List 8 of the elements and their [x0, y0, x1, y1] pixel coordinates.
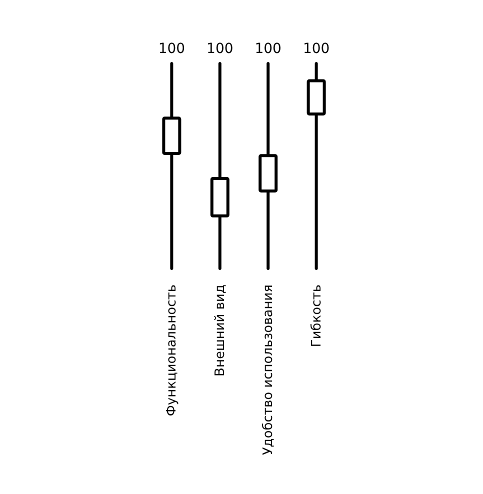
text: 100 — [302, 41, 330, 57]
text: 100 — [158, 41, 186, 57]
x-tick-label: Функциональность — [164, 284, 180, 416]
text: 100 — [254, 41, 282, 57]
x-tick-label: Гибкость — [309, 284, 324, 348]
x-tick-label: Внешний вид — [212, 284, 228, 376]
x-tick-label: Удобство использования — [261, 284, 276, 456]
text: 100 — [206, 41, 234, 57]
